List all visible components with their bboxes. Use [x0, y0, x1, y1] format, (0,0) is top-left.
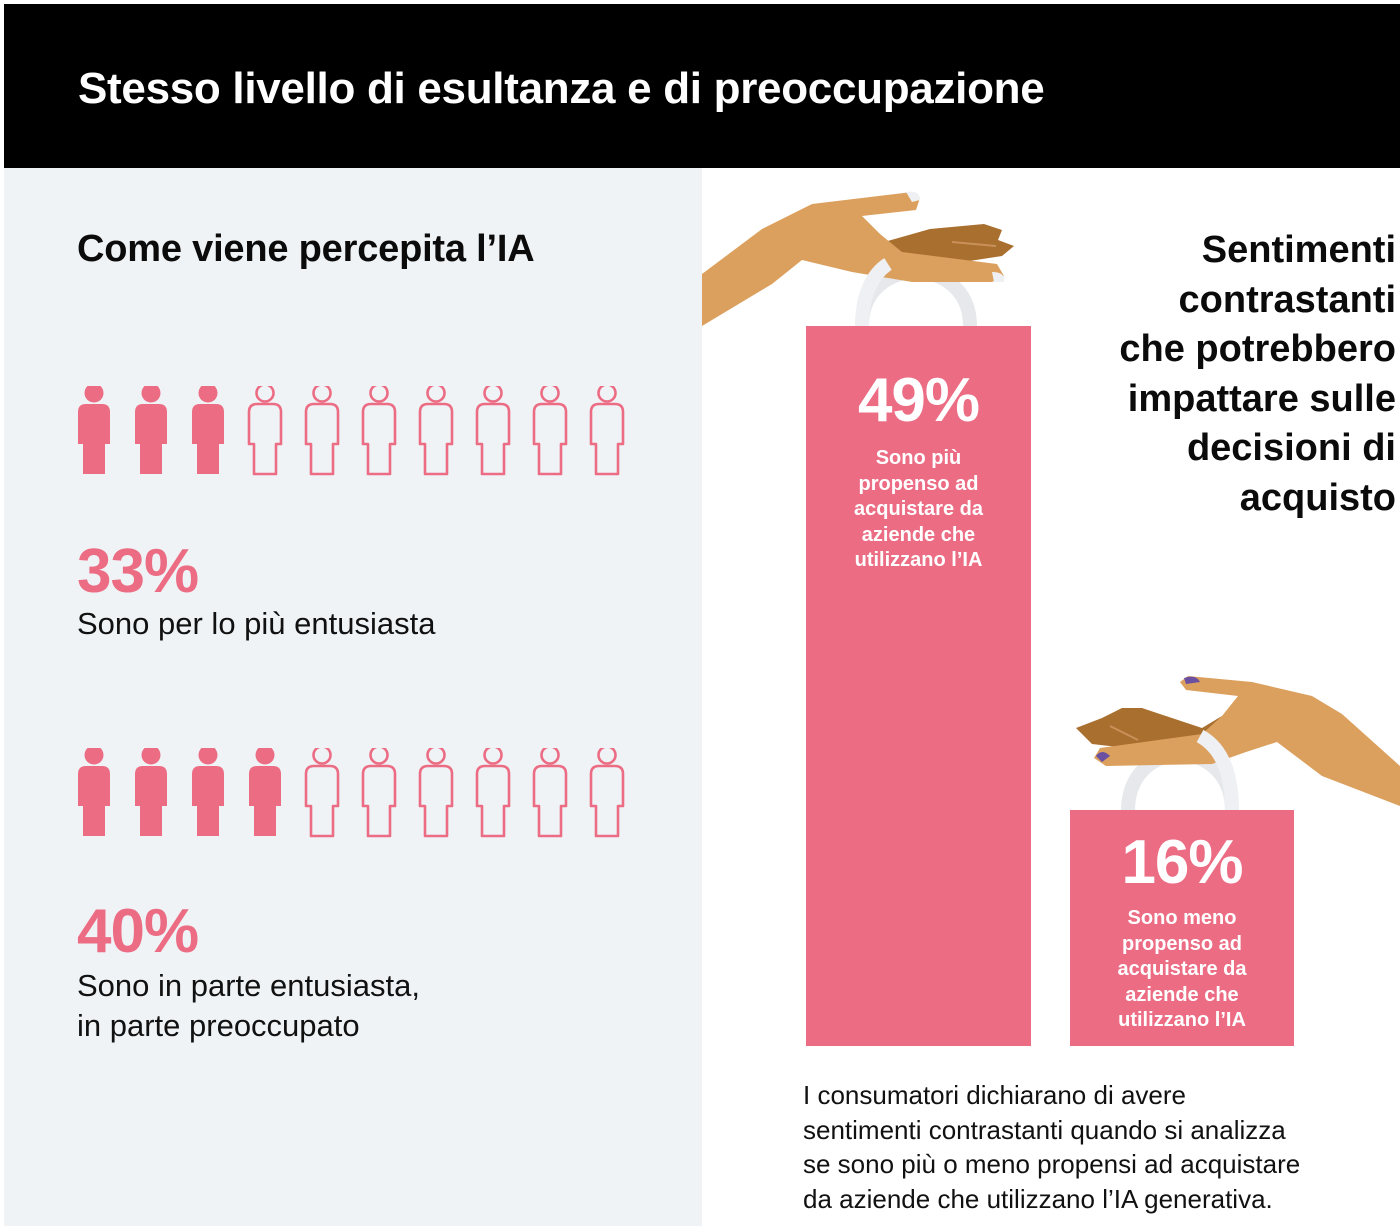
bar-label-line: propenso ad — [1121, 932, 1242, 955]
bar-value: 16% — [1121, 828, 1243, 897]
stat-label-line: Sono in parte entusiasta, — [77, 968, 420, 1003]
bar-label-line: acquistare da — [854, 498, 983, 520]
person-filled-icon — [76, 383, 112, 486]
hand-receiving-bag-icon — [1076, 676, 1400, 812]
bar-label-line: propenso ad — [858, 472, 979, 495]
purchase-panel: 49% Sono più propenso ad acquistare da a… — [702, 168, 1400, 1226]
stat-value-enthusiastic: 33% — [77, 537, 199, 606]
heading-line: contrastanti — [1178, 278, 1396, 321]
caption-line: da aziende che utilizzano l’IA generativ… — [803, 1183, 1273, 1214]
person-filled-icon — [76, 745, 112, 848]
caption-line: sentimenti contrastanti quando si analiz… — [803, 1114, 1286, 1145]
bar-label-line: utilizzano l’IA — [854, 549, 983, 571]
person-outline-icon — [418, 745, 454, 848]
bar-label-line: Sono più — [875, 447, 962, 469]
person-filled-icon — [190, 383, 226, 486]
stat-label-mixed: Sono in parte entusiasta, in parte preoc… — [77, 966, 420, 1046]
pictogram-row-mixed — [76, 745, 636, 848]
bar-label: Sono meno propenso ad acquistare da azie… — [1087, 906, 1277, 1034]
caption: I consumatori dichiarano di avere sentim… — [803, 1078, 1393, 1216]
heading-line: acquisto — [1239, 476, 1396, 519]
caption-line: se sono più o meno propensi ad acquistar… — [803, 1149, 1301, 1179]
heading-line: che potrebbero — [1119, 328, 1396, 370]
section-heading: Sentimenti contrastanti che potrebbero i… — [1056, 226, 1396, 523]
person-outline-icon — [475, 745, 511, 848]
heading-line: Sentimenti — [1201, 229, 1396, 271]
person-outline-icon — [589, 745, 625, 848]
person-filled-icon — [247, 745, 283, 848]
stat-label-line: in parte preoccupato — [77, 1008, 360, 1043]
pictogram-row-enthusiastic — [76, 383, 636, 486]
bar-label-line: aziende che — [861, 523, 976, 546]
stat-label-enthusiastic: Sono per lo più entusiasta — [77, 604, 435, 644]
bar-more-likely: 49% Sono più propenso ad acquistare da a… — [806, 326, 1031, 1046]
stat-value-mixed: 40% — [77, 897, 199, 966]
caption-line: I consumatori dichiarano di avere — [803, 1080, 1186, 1110]
perception-panel: Come viene percepita l’IA 33% Sono per l… — [4, 168, 702, 1226]
person-outline-icon — [361, 383, 397, 486]
person-outline-icon — [532, 383, 568, 486]
person-outline-icon — [532, 745, 568, 848]
bar-label-line: acquistare da — [1117, 958, 1247, 980]
person-outline-icon — [475, 383, 511, 486]
person-outline-icon — [418, 383, 454, 486]
person-outline-icon — [589, 383, 625, 486]
person-filled-icon — [190, 745, 226, 848]
heading-line: decisioni di — [1186, 427, 1396, 469]
bar-label-line: aziende che — [1125, 983, 1239, 1006]
bar-label-line: Sono meno — [1127, 907, 1237, 929]
person-filled-icon — [133, 383, 169, 486]
header-banner: Stesso livello di esultanza e di preoccu… — [4, 4, 1400, 168]
section-title: Come viene percepita l’IA — [77, 228, 535, 270]
person-outline-icon — [304, 745, 340, 848]
bar-value: 49% — [857, 366, 980, 435]
person-filled-icon — [133, 745, 169, 848]
person-outline-icon — [247, 383, 283, 486]
bar-label-line: utilizzano l’IA — [1118, 1009, 1246, 1031]
person-outline-icon — [361, 745, 397, 848]
stat-label-line: Sono per lo più entusiasta — [77, 606, 436, 641]
heading-line: impattare sulle — [1127, 377, 1396, 420]
hand-giving-bag-icon — [702, 191, 1014, 327]
bar-label: Sono più propenso ad acquistare da azien… — [824, 446, 1014, 574]
page-title: Stesso livello di esultanza e di preoccu… — [78, 64, 1045, 113]
bar-less-likely: 16% Sono meno propenso ad acquistare da … — [1070, 810, 1294, 1046]
person-outline-icon — [304, 383, 340, 486]
